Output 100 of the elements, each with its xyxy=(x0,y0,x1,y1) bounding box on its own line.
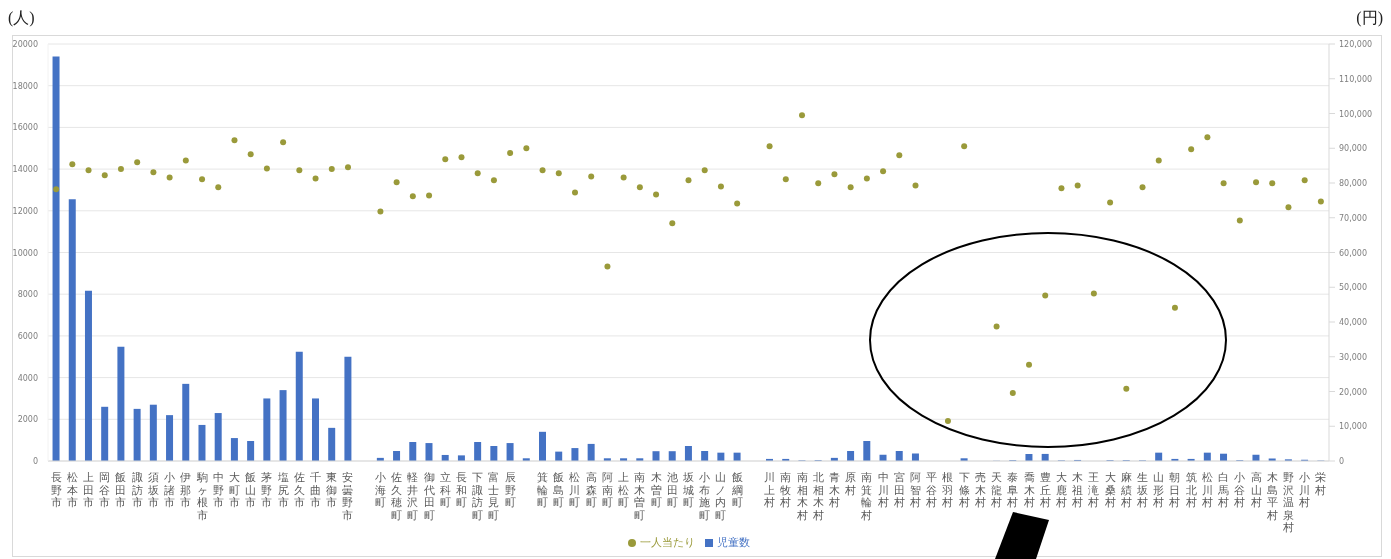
x-tick-label: 麻績村 xyxy=(1119,471,1132,509)
y-tick-label: 8000 xyxy=(17,290,38,300)
legend-label: 一人当たり xyxy=(639,536,695,549)
x-tick-label: 小諸市 xyxy=(164,471,176,509)
x-tick-label: 根羽村 xyxy=(941,471,954,509)
x-tick-label: 長野市 xyxy=(50,471,62,509)
x-tick-label: 生坂村 xyxy=(1136,471,1149,509)
y-tick-label: 0 xyxy=(32,457,38,466)
x-tick-label: 小川村 xyxy=(1298,471,1311,509)
x-tick-label: 飯島町 xyxy=(553,471,565,509)
x-tick-label: 大町市 xyxy=(228,471,240,509)
y2-tick-label: 0 xyxy=(1339,457,1345,466)
x-tick-label: 木曽町 xyxy=(650,471,662,509)
x-tick-label: 高山村 xyxy=(1249,471,1262,509)
y-tick-label: 18000 xyxy=(12,81,38,91)
y2-tick-label: 100,000 xyxy=(1339,109,1373,119)
x-tick-label: 軽井沢町 xyxy=(407,471,419,522)
x-tick-label: 白馬村 xyxy=(1217,471,1230,509)
x-tick-label: 佐久穂町 xyxy=(391,471,403,522)
x-tick-label: 中川村 xyxy=(876,471,889,509)
x-tick-label: 売木村 xyxy=(973,471,986,509)
y2-tick-label: 20,000 xyxy=(1339,387,1367,397)
x-tick-label: 朝日村 xyxy=(1168,471,1181,509)
x-tick-label: 諏訪市 xyxy=(131,471,143,509)
x-tick-label: 上田市 xyxy=(83,471,95,509)
y2-tick-label: 60,000 xyxy=(1339,248,1367,258)
x-tick-label: 松本市 xyxy=(66,471,78,509)
x-tick-label: 小布施町 xyxy=(699,471,711,522)
y2-tick-label: 50,000 xyxy=(1339,283,1367,293)
x-tick-label: 千曲市 xyxy=(310,471,322,509)
y2-tick-label: 70,000 xyxy=(1339,213,1367,223)
x-tick-label: 南木曽町 xyxy=(634,471,646,522)
y2-tick-label: 40,000 xyxy=(1339,318,1367,327)
x-tick-label: 南箕輪村 xyxy=(860,471,873,522)
y-tick-label: 6000 xyxy=(17,331,38,341)
x-tick-label: 原村 xyxy=(844,471,857,497)
x-tick-label: 池田町 xyxy=(666,471,678,509)
x-tick-label: 下諏訪町 xyxy=(472,471,484,522)
y-tick-label: 16000 xyxy=(12,123,38,133)
x-tick-label: 下條村 xyxy=(957,471,970,509)
x-tick-label: 中野市 xyxy=(212,471,224,509)
x-tick-label: 高森町 xyxy=(585,471,597,509)
y2-axis-title: (円) xyxy=(1356,8,1383,29)
x-tick-label: 栄村 xyxy=(1314,471,1327,497)
x-tick-label: 飯田市 xyxy=(115,471,127,509)
x-tick-label: 御代田町 xyxy=(422,471,435,522)
x-tick-label: 青木村 xyxy=(827,471,840,509)
x-tick-label: 天龍村 xyxy=(990,471,1003,509)
x-tick-label: 飯綱町 xyxy=(730,471,743,509)
x-tick-label: 北相木村 xyxy=(811,471,824,522)
x-tick-label: 箕輪町 xyxy=(537,471,549,509)
x-tick-label: 松川村 xyxy=(1200,471,1213,509)
x-tick-label: 木島平村 xyxy=(1265,471,1278,522)
x-tick-label: 長和町 xyxy=(455,471,467,509)
x-tick-label: 東御市 xyxy=(326,471,338,509)
y-tick-label: 4000 xyxy=(17,373,38,383)
x-tick-label: 阿南町 xyxy=(601,471,613,509)
x-tick-label: 山形村 xyxy=(1152,471,1165,509)
x-tick-label: 山ノ内町 xyxy=(715,471,727,522)
x-tick-label: 木祖村 xyxy=(1071,471,1084,509)
legend-label: 児童数 xyxy=(716,536,750,549)
x-tick-label: 岡谷市 xyxy=(99,471,111,509)
x-tick-label: 小海町 xyxy=(374,471,386,509)
x-tick-label: 松川町 xyxy=(569,471,581,509)
y-tick-label: 12000 xyxy=(12,206,38,216)
y2-tick-label: 30,000 xyxy=(1339,352,1367,362)
y2-tick-label: 120,000 xyxy=(1339,40,1373,49)
x-tick-label: 小谷村 xyxy=(1233,471,1246,509)
y-tick-label: 14000 xyxy=(12,165,38,175)
x-tick-label: 阿智村 xyxy=(909,471,922,509)
x-tick-label: 豊丘村 xyxy=(1038,471,1051,509)
x-tick-label: 泰阜村 xyxy=(1006,471,1019,509)
x-tick-label: 大鹿村 xyxy=(1054,471,1067,509)
x-tick-label: 宮田村 xyxy=(892,471,905,509)
x-tick-label: 喬木村 xyxy=(1022,471,1035,509)
x-tick-label: 坂城町 xyxy=(682,471,694,509)
y-tick-label: 2000 xyxy=(17,415,38,425)
x-tick-label: 安曇野市 xyxy=(342,471,354,522)
y-axis-title: (人) xyxy=(8,8,35,29)
x-tick-label: 立科町 xyxy=(439,471,451,509)
x-tick-label: 辰野町 xyxy=(504,471,516,509)
x-tick-label: 茅野市 xyxy=(261,471,273,509)
x-tick-label: 南相木村 xyxy=(795,471,808,522)
x-tick-label: 筑北村 xyxy=(1184,471,1197,509)
y-tick-label: 10000 xyxy=(12,248,38,258)
x-tick-label: 飯山市 xyxy=(245,471,257,509)
y2-tick-label: 90,000 xyxy=(1339,144,1367,154)
x-tick-label: 塩尻市 xyxy=(276,471,289,509)
x-tick-label: 川上村 xyxy=(763,471,776,509)
y2-tick-label: 10,000 xyxy=(1339,422,1367,432)
x-tick-label: 平谷村 xyxy=(925,471,938,509)
x-tick-label: 須坂市 xyxy=(146,471,159,509)
y-tick-label: 20000 xyxy=(12,40,38,49)
x-tick-label: 富士見町 xyxy=(488,471,500,522)
x-tick-label: 上松町 xyxy=(618,471,630,509)
x-tick-label: 南牧村 xyxy=(779,471,792,509)
x-tick-label: 伊那市 xyxy=(180,471,192,509)
x-tick-label: 大桑村 xyxy=(1103,471,1116,509)
x-tick-label: 駒ヶ根市 xyxy=(195,471,208,522)
x-tick-label: 王滝村 xyxy=(1087,471,1100,509)
